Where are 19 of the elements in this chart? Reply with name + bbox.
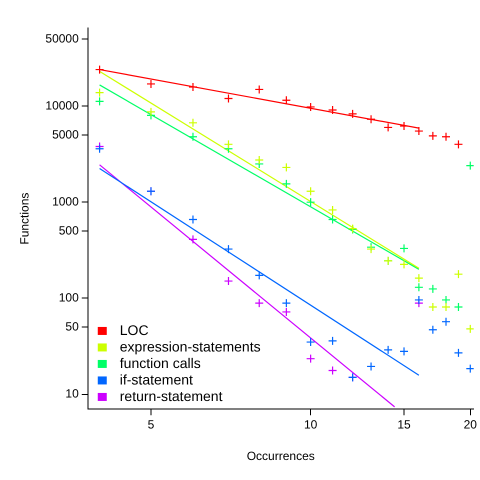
y-axis-title: Functions xyxy=(18,192,32,245)
legend-label: if-statement xyxy=(120,371,194,388)
x-axis-title: Occurrences xyxy=(246,449,315,464)
y-tick-label: 10 xyxy=(65,386,80,401)
x-tick-label: 5 xyxy=(148,418,155,432)
y-tick-label: 10000 xyxy=(45,98,80,112)
y-tick-label: 5000 xyxy=(52,127,80,142)
x-tick-label: 20 xyxy=(464,418,478,432)
y-tick-label: 50 xyxy=(65,319,80,334)
y-tick-label: 100 xyxy=(58,290,80,305)
x-tick-label: 10 xyxy=(304,418,318,432)
y-tick-label: 500 xyxy=(58,223,80,238)
legend-label: function calls xyxy=(120,354,201,371)
x-tick-label: 15 xyxy=(397,418,412,432)
y-tick-label: 50000 xyxy=(45,31,80,46)
y-tick-label: 1000 xyxy=(52,194,80,208)
legend-label: return-statement xyxy=(120,388,223,404)
legend-label: LOC xyxy=(120,322,149,338)
legend-label: expression-statements xyxy=(120,338,261,354)
